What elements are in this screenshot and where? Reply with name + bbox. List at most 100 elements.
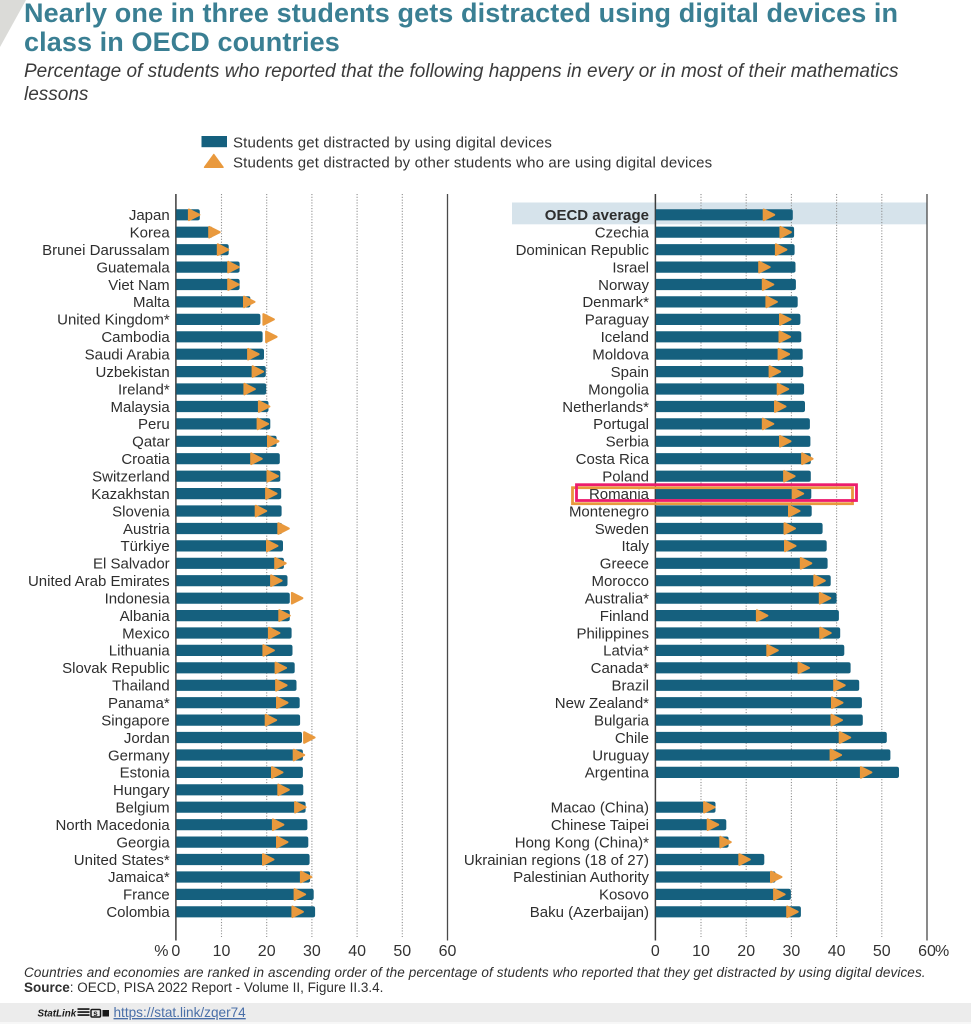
svg-text:Panama*: Panama* <box>108 695 170 712</box>
svg-text:Chile: Chile <box>615 730 649 747</box>
svg-text:Guatemala: Guatemala <box>96 259 170 276</box>
svg-text:30: 30 <box>303 943 321 960</box>
svg-text:Peru: Peru <box>138 416 170 433</box>
svg-text:Canada*: Canada* <box>591 660 650 677</box>
svg-text:El Salvador: El Salvador <box>93 556 170 573</box>
svg-text:North Macedonia: North Macedonia <box>55 817 170 834</box>
svg-text:Belgium: Belgium <box>115 800 169 817</box>
svg-text:OECD average: OECD average <box>545 207 649 224</box>
svg-text:Students get distracted by oth: Students get distracted by other student… <box>233 155 712 172</box>
svg-text:60: 60 <box>439 943 457 960</box>
svg-text:Switzerland: Switzerland <box>92 469 170 486</box>
svg-text:Hong Kong (China)*: Hong Kong (China)* <box>515 834 649 851</box>
svg-text:Colombia: Colombia <box>106 904 170 921</box>
svg-text:Kazakhstan: Kazakhstan <box>91 486 169 503</box>
svg-text:Norway: Norway <box>598 277 649 294</box>
svg-text:%: % <box>935 943 949 960</box>
svg-text:Serbia: Serbia <box>606 434 650 451</box>
svg-text:Sweden: Sweden <box>595 521 649 538</box>
svg-text:Israel: Israel <box>612 259 649 276</box>
svg-text:Baku (Azerbaijan): Baku (Azerbaijan) <box>530 904 649 921</box>
svg-text:Jordan: Jordan <box>124 730 170 747</box>
svg-text:Germany: Germany <box>108 747 170 764</box>
svg-text:Source: OECD, PISA 2022 Report: Source: OECD, PISA 2022 Report - Volume … <box>24 980 383 995</box>
svg-text:Jamaica*: Jamaica* <box>108 869 170 886</box>
svg-text:Kosovo: Kosovo <box>599 887 649 904</box>
svg-text:Mongolia: Mongolia <box>588 381 650 398</box>
svg-text:lessons: lessons <box>24 84 89 105</box>
svg-text:Romania: Romania <box>589 486 650 503</box>
svg-text:Philippines: Philippines <box>576 625 649 642</box>
svg-text:Indonesia: Indonesia <box>105 591 171 608</box>
svg-text:Slovenia: Slovenia <box>112 503 170 520</box>
svg-text:Latvia*: Latvia* <box>603 643 649 660</box>
svg-text:Viet Nam: Viet Nam <box>108 277 169 294</box>
svg-text:Saudi Arabia: Saudi Arabia <box>85 347 171 364</box>
svg-text:Malaysia: Malaysia <box>111 399 171 416</box>
svg-text:10: 10 <box>213 943 231 960</box>
svg-text:Albania: Albania <box>120 608 171 625</box>
svg-text:New Zealand*: New Zealand* <box>555 695 649 712</box>
svg-text:Türkiye: Türkiye <box>121 538 170 555</box>
svg-text:20: 20 <box>258 943 276 960</box>
svg-text:50: 50 <box>873 943 891 960</box>
svg-text:Lithuania: Lithuania <box>109 643 171 660</box>
svg-text:0: 0 <box>171 943 180 960</box>
svg-text:Chinese Taipei: Chinese Taipei <box>551 817 649 834</box>
svg-text:Brazil: Brazil <box>611 678 649 695</box>
svg-text:Finland: Finland <box>600 608 649 625</box>
svg-text:30: 30 <box>783 943 801 960</box>
svg-text:Georgia: Georgia <box>116 834 170 851</box>
svg-text:Argentina: Argentina <box>585 765 650 782</box>
svg-text:20: 20 <box>737 943 755 960</box>
svg-text:France: France <box>123 887 170 904</box>
svg-text:Nearly one in three students g: Nearly one in three students gets distra… <box>24 0 898 28</box>
svg-text:Australia*: Australia* <box>585 591 649 608</box>
svg-text:Japan: Japan <box>129 207 170 224</box>
svg-text:Poland: Poland <box>602 469 649 486</box>
svg-text:Croatia: Croatia <box>121 451 170 468</box>
svg-text:Ukrainian regions (18 of 27): Ukrainian regions (18 of 27) <box>464 852 649 869</box>
svg-text:Italy: Italy <box>621 538 649 555</box>
svg-text:Students get distracted by usi: Students get distracted by using digital… <box>233 134 552 151</box>
svg-text:Malta: Malta <box>133 294 170 311</box>
svg-text:United States*: United States* <box>74 852 170 869</box>
svg-text:Portugal: Portugal <box>593 416 649 433</box>
svg-text:Brunei Darussalam: Brunei Darussalam <box>42 242 170 259</box>
svg-text:Bulgaria: Bulgaria <box>594 712 650 729</box>
svg-text:Iceland: Iceland <box>601 329 649 346</box>
svg-text:Denmark*: Denmark* <box>582 294 649 311</box>
svg-text:%: % <box>154 943 168 960</box>
svg-text:40: 40 <box>828 943 846 960</box>
svg-text:40: 40 <box>348 943 366 960</box>
svg-text:https://stat.link/zqer74: https://stat.link/zqer74 <box>114 1005 247 1020</box>
svg-text:Montenegro: Montenegro <box>569 503 649 520</box>
svg-text:Countries and economies are ra: Countries and economies are ranked in as… <box>24 965 926 980</box>
svg-text:Cambodia: Cambodia <box>101 329 170 346</box>
svg-text:60: 60 <box>918 943 936 960</box>
svg-text:Ireland*: Ireland* <box>118 381 170 398</box>
svg-text:Netherlands*: Netherlands* <box>562 399 649 416</box>
svg-text:Estonia: Estonia <box>120 765 171 782</box>
svg-text:class in OECD countries: class in OECD countries <box>24 27 340 57</box>
svg-text:Singapore: Singapore <box>101 712 169 729</box>
svg-text:Qatar: Qatar <box>132 434 170 451</box>
svg-text:StatLink: StatLink <box>38 1009 77 1020</box>
svg-text:Morocco: Morocco <box>591 573 649 590</box>
svg-text:Macao (China): Macao (China) <box>551 800 649 817</box>
svg-text:United Arab Emirates: United Arab Emirates <box>28 573 170 590</box>
svg-text:Moldova: Moldova <box>592 347 649 364</box>
svg-text:10: 10 <box>692 943 710 960</box>
svg-text:Percentage of students who rep: Percentage of students who reported that… <box>24 61 899 82</box>
svg-text:Costa Rica: Costa Rica <box>576 451 650 468</box>
svg-text:Korea: Korea <box>130 225 171 242</box>
svg-text:Dominican Republic: Dominican Republic <box>516 242 650 259</box>
svg-text:Slovak Republic: Slovak Republic <box>62 660 170 677</box>
svg-text:Spain: Spain <box>611 364 649 381</box>
svg-text:0: 0 <box>651 943 660 960</box>
svg-text:Greece: Greece <box>600 556 649 573</box>
svg-text:Hungary: Hungary <box>113 782 170 799</box>
svg-text:50: 50 <box>393 943 411 960</box>
svg-text:Uruguay: Uruguay <box>592 747 649 764</box>
svg-text:Uzbekistan: Uzbekistan <box>95 364 169 381</box>
